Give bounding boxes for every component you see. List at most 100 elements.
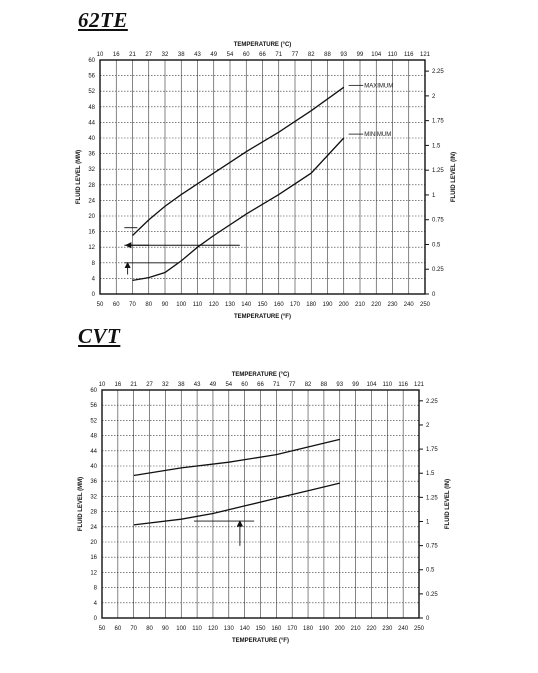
x-tick-label: 200 bbox=[335, 626, 346, 632]
x-tick-label: 150 bbox=[255, 626, 266, 632]
y2-tick-label: 1 bbox=[426, 519, 430, 525]
x-tick-label: 110 bbox=[192, 626, 202, 632]
top-tick-label: 27 bbox=[145, 52, 152, 58]
x-tick-label: 60 bbox=[113, 302, 120, 308]
y-tick-label: 4 bbox=[94, 601, 98, 607]
chart-heading-cvt: CVT bbox=[78, 324, 121, 348]
y-tick-label: 52 bbox=[90, 418, 97, 424]
y2-tick-label: 1.5 bbox=[432, 143, 441, 149]
y2-tick-label: 0 bbox=[426, 616, 430, 622]
top-tick-label: 32 bbox=[162, 382, 169, 388]
top-tick-label: 49 bbox=[210, 52, 217, 58]
y-tick-label: 16 bbox=[90, 555, 97, 561]
y2-tick-label: 1.75 bbox=[432, 119, 444, 125]
x-tick-label: 100 bbox=[176, 626, 187, 632]
y2-axis-title: FLUID LEVEL (IN) bbox=[451, 152, 457, 202]
x-tick-label: 130 bbox=[224, 626, 235, 632]
y2-tick-label: 1.25 bbox=[432, 168, 444, 174]
series-label: MAXIMUM bbox=[364, 83, 393, 89]
x-tick-label: 210 bbox=[351, 626, 362, 632]
x-tick-label: 180 bbox=[306, 302, 317, 308]
top-tick-label: 21 bbox=[129, 52, 136, 58]
y2-tick-label: 1.75 bbox=[426, 447, 438, 453]
top-tick-label: 38 bbox=[178, 382, 185, 388]
y-tick-label: 32 bbox=[90, 494, 97, 500]
y-tick-label: 24 bbox=[90, 525, 97, 531]
top-tick-label: 60 bbox=[241, 382, 248, 388]
top-tick-label: 88 bbox=[321, 382, 328, 388]
top-tick-label: 10 bbox=[97, 52, 104, 58]
x-tick-label: 220 bbox=[371, 302, 382, 308]
x-tick-label: 240 bbox=[398, 626, 409, 632]
x-tick-label: 100 bbox=[176, 302, 187, 308]
x-tick-label: 210 bbox=[355, 302, 366, 308]
top-tick-label: 21 bbox=[130, 382, 137, 388]
top-tick-label: 110 bbox=[383, 382, 393, 388]
top-tick-label: 93 bbox=[340, 52, 347, 58]
y-tick-label: 12 bbox=[90, 570, 97, 576]
y-tick-label: 48 bbox=[88, 105, 95, 111]
x-tick-label: 60 bbox=[115, 626, 122, 632]
x-tick-label: 240 bbox=[404, 302, 415, 308]
y2-tick-label: 2 bbox=[432, 94, 436, 100]
series-line-0 bbox=[132, 86, 345, 236]
x-tick-label: 50 bbox=[99, 626, 106, 632]
y-tick-label: 44 bbox=[88, 120, 95, 126]
top-tick-label: 104 bbox=[366, 382, 377, 388]
y-axis-title: FLUID LEVEL (MM) bbox=[78, 477, 84, 531]
top-tick-label: 77 bbox=[289, 382, 296, 388]
x-tick-label: 180 bbox=[303, 626, 314, 632]
y2-tick-label: 0.25 bbox=[426, 592, 438, 598]
top-tick-label: 71 bbox=[275, 52, 282, 58]
y-tick-label: 24 bbox=[88, 198, 95, 204]
x-tick-label: 130 bbox=[225, 302, 236, 308]
y-tick-label: 40 bbox=[88, 136, 95, 142]
y-axis-title: FLUID LEVEL (MM) bbox=[76, 150, 82, 204]
x-tick-label: 220 bbox=[366, 626, 377, 632]
y-tick-label: 44 bbox=[90, 449, 97, 455]
y-tick-label: 56 bbox=[88, 74, 95, 80]
y-tick-label: 36 bbox=[88, 152, 95, 158]
x-tick-label: 140 bbox=[240, 626, 251, 632]
series-line-0 bbox=[133, 438, 340, 477]
y-tick-label: 60 bbox=[88, 58, 95, 64]
series-label: MINIMUM bbox=[364, 132, 391, 138]
y2-tick-label: 2 bbox=[426, 423, 430, 429]
top-tick-label: 27 bbox=[146, 382, 153, 388]
chart-62te: 50 60 70 80 90 100 110 120 130 140 150 160 170 180 190… bbox=[76, 42, 457, 320]
top-tick-label: 121 bbox=[414, 382, 425, 388]
x-tick-label: 160 bbox=[271, 626, 282, 632]
y-tick-label: 20 bbox=[88, 214, 95, 220]
y-tick-label: 12 bbox=[88, 245, 95, 251]
x-tick-label: 250 bbox=[414, 626, 425, 632]
y-tick-label: 28 bbox=[90, 510, 97, 516]
top-axis-title: TEMPERATURE (°C) bbox=[234, 42, 292, 48]
y-tick-label: 8 bbox=[92, 261, 96, 267]
series-line-1 bbox=[132, 137, 345, 281]
y-tick-label: 60 bbox=[90, 388, 97, 394]
x-tick-label: 190 bbox=[319, 626, 330, 632]
y2-tick-label: 1.5 bbox=[426, 471, 435, 477]
top-tick-label: 88 bbox=[324, 52, 331, 58]
x-tick-label: 50 bbox=[97, 302, 104, 308]
x-tick-label: 110 bbox=[193, 302, 203, 308]
y-tick-label: 28 bbox=[88, 183, 95, 189]
plot-frame bbox=[99, 59, 426, 295]
y-tick-label: 36 bbox=[90, 479, 97, 485]
top-tick-label: 54 bbox=[225, 382, 232, 388]
top-tick-label: 54 bbox=[227, 52, 234, 58]
y-tick-label: 48 bbox=[90, 434, 97, 440]
top-tick-label: 99 bbox=[352, 382, 359, 388]
y2-tick-label: 0.5 bbox=[426, 568, 435, 574]
x-tick-label: 150 bbox=[257, 302, 268, 308]
y2-axis-title: FLUID LEVEL (IN) bbox=[445, 479, 451, 529]
top-tick-label: 93 bbox=[336, 382, 343, 388]
y-tick-label: 32 bbox=[88, 167, 95, 173]
top-tick-label: 82 bbox=[305, 382, 312, 388]
top-tick-label: 66 bbox=[259, 52, 266, 58]
top-tick-label: 10 bbox=[99, 382, 106, 388]
top-tick-label: 121 bbox=[420, 52, 431, 58]
y-tick-label: 8 bbox=[94, 586, 98, 592]
x-tick-label: 170 bbox=[287, 626, 298, 632]
